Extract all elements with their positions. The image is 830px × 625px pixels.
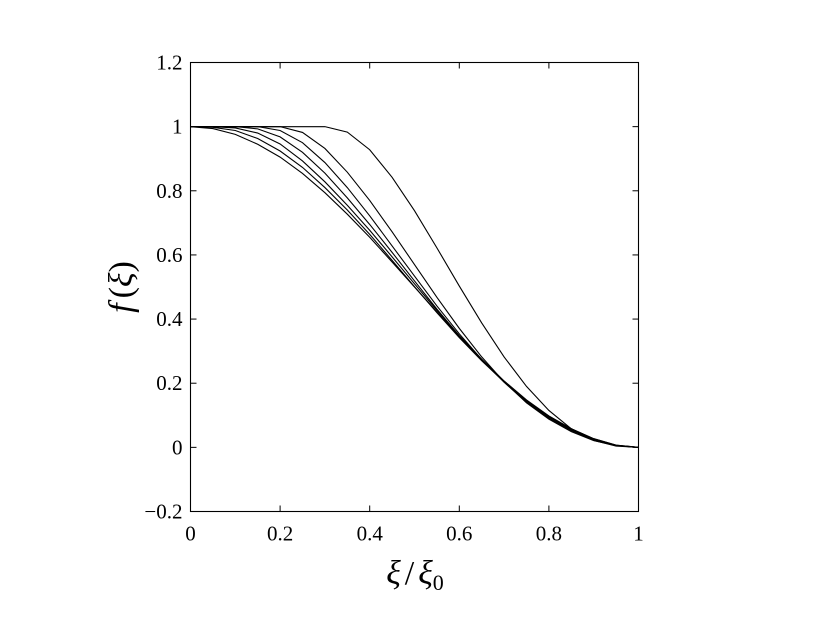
x-tick-label: 0.8 — [536, 522, 562, 546]
series-line-3 — [190, 126, 639, 448]
series-line-2 — [190, 126, 639, 448]
y-tick-label: 0.6 — [156, 243, 182, 267]
y-tick-label: 0.8 — [156, 179, 182, 203]
x-axis-label: ξ / ξ0 — [386, 555, 444, 595]
y-axis-label: f(ξ) — [103, 261, 140, 313]
x-axis-label-xi: ξ — [386, 555, 401, 592]
y-tick-label: 0 — [172, 435, 183, 459]
x-tick-label: 0.2 — [267, 522, 293, 546]
y-tick-label: −0.2 — [144, 500, 182, 524]
curves-group — [190, 126, 639, 448]
y-tick-label: 0.2 — [156, 371, 182, 395]
y-tick-label: 1.2 — [156, 51, 182, 75]
x-tick-label: 1 — [633, 522, 644, 546]
series-line-4 — [190, 126, 639, 448]
y-tick-label: 1 — [172, 115, 183, 139]
y-tick-label: 0.4 — [156, 307, 183, 331]
x-tick-label: 0 — [185, 522, 196, 546]
tick-labels-group: 0 0.2 0.4 0.6 0.8 1−0.200.20.40.60.811.2 — [144, 51, 643, 546]
x-tick-label: 0.4 — [357, 522, 384, 546]
x-tick-label: 0.6 — [446, 522, 472, 546]
series-line-5 — [190, 126, 639, 448]
plot-frame — [189, 61, 640, 513]
series-line-7 — [190, 126, 639, 448]
